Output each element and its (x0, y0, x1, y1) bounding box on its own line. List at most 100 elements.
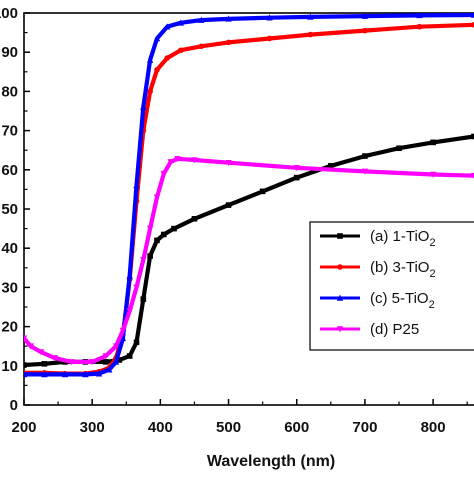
data-point (225, 159, 232, 167)
y-tick-label: 80 (1, 83, 18, 100)
data-point (27, 343, 35, 350)
legend-label: (a) 1-TiO2 (370, 228, 436, 249)
data-point (361, 13, 369, 19)
legend-item: (a) 1-TiO2 (320, 228, 436, 249)
x-tick-label: 300 (80, 419, 105, 436)
data-point (146, 56, 154, 63)
data-point (41, 371, 48, 378)
data-point (470, 172, 474, 180)
y-tick-label: 50 (1, 201, 18, 218)
data-point (133, 339, 140, 346)
data-point (266, 14, 273, 21)
y-tick-label: 40 (1, 240, 18, 257)
x-tick-label: 800 (421, 419, 446, 436)
legend-label: (d) P25 (370, 321, 419, 338)
data-point (106, 366, 113, 373)
data-point (61, 371, 69, 378)
x-tick-label: 600 (284, 419, 309, 436)
legend-label: (c) 5-TiO2 (370, 290, 435, 311)
data-point (225, 39, 232, 46)
data-point (362, 153, 368, 159)
data-point (68, 359, 75, 366)
data-point (51, 355, 58, 362)
data-point (154, 67, 160, 73)
x-tick-label: 200 (11, 419, 36, 436)
x-tick-label: 700 (352, 419, 377, 436)
data-point (140, 103, 147, 110)
data-point (24, 371, 28, 378)
data-point (126, 353, 133, 359)
legend-swatch-marker (336, 294, 344, 301)
y-tick-label: 60 (1, 162, 18, 179)
legend-item: (b) 3-TiO2 (320, 259, 436, 280)
data-point (174, 156, 181, 163)
data-point (225, 202, 232, 208)
data-point (24, 362, 27, 368)
data-point (429, 171, 437, 178)
data-point (266, 35, 273, 42)
series-4 (24, 156, 474, 366)
data-point (178, 47, 184, 54)
data-point (470, 13, 474, 18)
data-point (147, 253, 153, 259)
data-point (112, 343, 120, 350)
legend-label: (b) 3-TiO2 (370, 259, 436, 280)
data-point (112, 358, 120, 365)
data-point (259, 188, 266, 195)
y-tick-label: 100 (0, 5, 18, 22)
legend-item: (d) P25 (320, 321, 419, 338)
series-line (24, 13, 474, 377)
y-tick-label: 20 (1, 319, 18, 336)
data-point (177, 19, 185, 26)
data-point (126, 308, 133, 315)
x-axis-title: Wavelength (nm) (207, 453, 335, 470)
data-point (119, 334, 127, 342)
data-point (198, 43, 205, 50)
data-point (198, 16, 205, 23)
series-layer (24, 13, 474, 378)
legend-swatch-marker (337, 233, 343, 239)
data-point (153, 35, 161, 42)
data-point (140, 257, 147, 264)
data-point (191, 157, 198, 164)
data-point (82, 371, 89, 378)
data-point (133, 182, 140, 189)
data-point (328, 163, 334, 169)
y-tick-label: 10 (1, 358, 18, 375)
data-point (37, 349, 45, 356)
data-point (164, 55, 170, 61)
data-point (119, 327, 127, 334)
x-tick-label: 400 (148, 419, 173, 436)
data-point (307, 31, 314, 38)
data-point (362, 27, 368, 34)
data-point (293, 174, 300, 181)
data-point (416, 23, 423, 30)
data-point (153, 194, 161, 201)
data-point (471, 133, 474, 140)
y-tick-label: 90 (1, 44, 18, 61)
data-point (191, 216, 198, 222)
series-3 (24, 13, 474, 378)
data-point (146, 225, 154, 232)
data-point (133, 284, 140, 291)
data-point (140, 296, 147, 302)
legend-swatch-marker (336, 326, 344, 333)
legend: (a) 1-TiO2 (b) 3-TiO2 (c) 5-TiO2 (d) P25 (309, 221, 474, 351)
legend-item: (c) 5-TiO2 (320, 290, 435, 311)
data-point (430, 139, 436, 146)
data-point (160, 170, 167, 178)
data-point (471, 21, 474, 28)
y-tick-label: 0 (10, 397, 18, 414)
data-point (126, 272, 133, 279)
data-point (102, 353, 110, 360)
legend-swatch-marker (337, 264, 343, 270)
data-point (103, 359, 109, 365)
x-tick-label: 500 (216, 419, 241, 436)
data-point (307, 13, 314, 20)
data-point (41, 361, 48, 367)
data-point (416, 13, 423, 19)
data-point (396, 145, 402, 152)
data-point (160, 231, 167, 238)
